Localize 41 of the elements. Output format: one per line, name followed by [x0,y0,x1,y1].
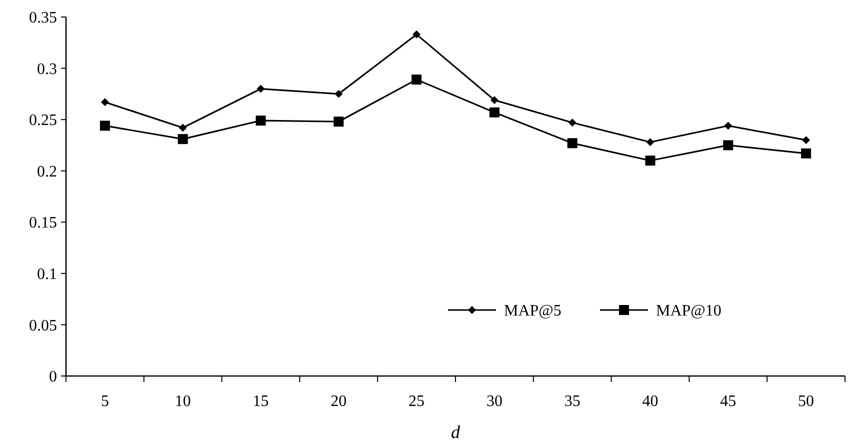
point [256,116,266,126]
point [178,134,188,144]
point [802,136,810,144]
x-tick-label: 15 [252,393,269,410]
point [801,148,812,158]
point [646,138,654,146]
point [490,96,498,104]
x-tick-label: 30 [486,393,502,410]
x-tick-label: 50 [798,393,814,410]
x-axis-title: d [451,422,461,442]
point [645,156,656,166]
point [100,120,110,131]
x-tick-label: 45 [720,393,736,410]
x-tick-label: 10 [174,393,191,410]
point [568,118,576,127]
y-tick-label: 0.05 [29,317,57,334]
point [489,107,500,118]
x-tick-label: 5 [100,393,109,410]
point [412,74,422,85]
point [100,98,109,106]
point [334,90,343,98]
point [412,30,421,38]
point [334,116,344,127]
point [724,122,732,130]
x-tick-label: 40 [642,393,658,410]
point [178,124,187,132]
x-tick-label: 20 [330,393,347,410]
y-tick-label: 0.1 [37,266,57,284]
point [723,140,734,150]
y-tick-label: 0 [49,368,57,386]
legend-label: MAP@5 [504,302,562,320]
point [256,84,265,93]
y-tick-label: 0.3 [37,60,57,78]
y-tick-label: 0.25 [29,112,57,130]
legend-label: MAP@10 [656,302,722,320]
y-tick-label: 0.35 [29,10,57,27]
x-tick-label: 35 [564,393,580,410]
y-tick-label: 0.2 [37,163,57,180]
point [567,138,578,148]
x-tick-label: 25 [408,393,425,410]
y-tick-label: 0.15 [29,214,57,232]
